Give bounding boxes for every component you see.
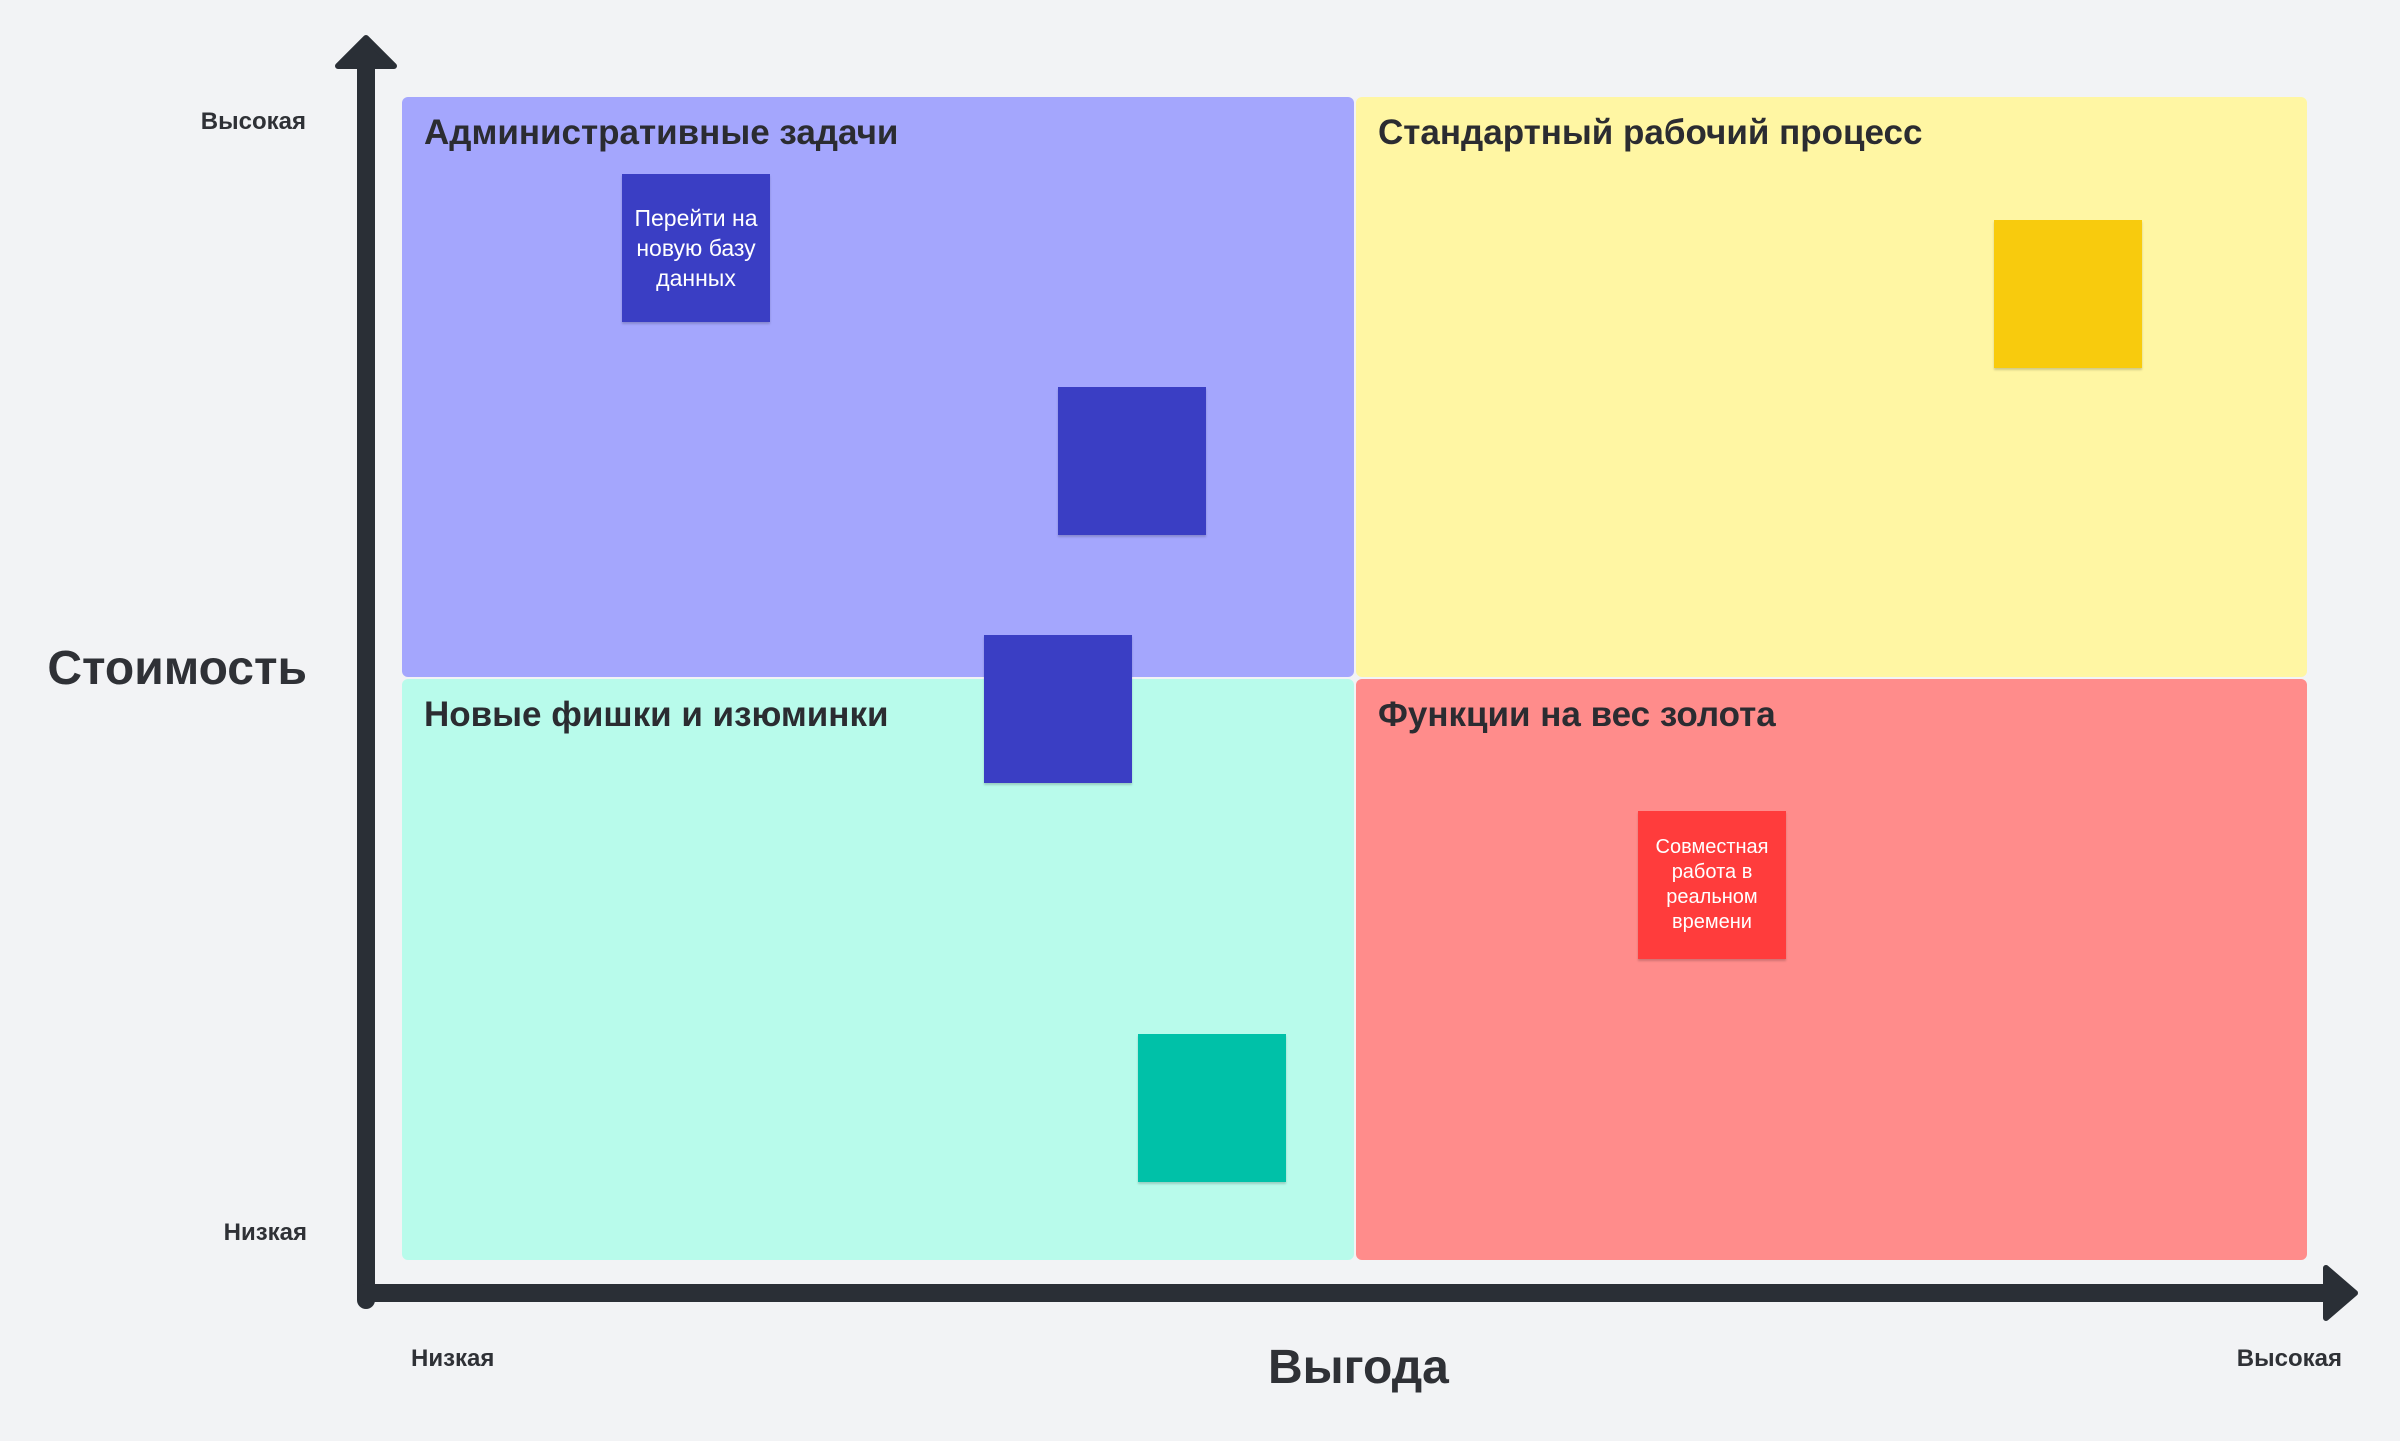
x-axis-arrowhead bbox=[2323, 1265, 2358, 1321]
sticky-note[interactable] bbox=[984, 635, 1132, 783]
sticky-note-text bbox=[2058, 288, 2078, 300]
y-axis-title: Стоимость bbox=[47, 642, 307, 695]
sticky-note-text bbox=[1122, 455, 1142, 467]
quadrant-title: Административные задачи bbox=[424, 113, 899, 152]
sticky-note[interactable] bbox=[1138, 1034, 1286, 1182]
sticky-note-text bbox=[1202, 1102, 1222, 1114]
sticky-note[interactable]: Перейти на новую базу данных bbox=[622, 174, 770, 322]
x-axis-title: Выгода bbox=[1268, 1341, 1449, 1394]
y-axis-arrowhead bbox=[335, 35, 397, 69]
y-axis-low-label: Низкая bbox=[223, 1219, 307, 1246]
x-axis-low-label: Низкая bbox=[411, 1345, 495, 1372]
quadrant-golden-features[interactable]: Функции на вес золота bbox=[1356, 679, 2307, 1260]
sticky-note-text: Перейти на новую базу данных bbox=[634, 205, 758, 291]
quadrant-standard-workflow[interactable]: Стандартный рабочий процесс bbox=[1356, 97, 2307, 677]
quadrant-administrative-tasks[interactable]: Административные задачи bbox=[402, 97, 1354, 677]
sticky-note-text bbox=[1048, 703, 1068, 715]
sticky-note[interactable] bbox=[1058, 387, 1206, 535]
quadrant-title: Новые фишки и изюминки bbox=[424, 695, 889, 734]
sticky-note[interactable]: Совместная работа в реальном времени bbox=[1638, 811, 1786, 959]
sticky-note[interactable] bbox=[1994, 220, 2142, 368]
quadrant-title: Стандартный рабочий процесс bbox=[1378, 113, 1923, 152]
quadrant-title: Функции на вес золота bbox=[1378, 695, 1776, 734]
sticky-note-text: Совместная работа в реальном времени bbox=[1655, 836, 1769, 933]
y-axis-high-label: Высокая bbox=[200, 108, 306, 135]
x-axis-high-label: Высокая bbox=[2236, 1345, 2342, 1372]
